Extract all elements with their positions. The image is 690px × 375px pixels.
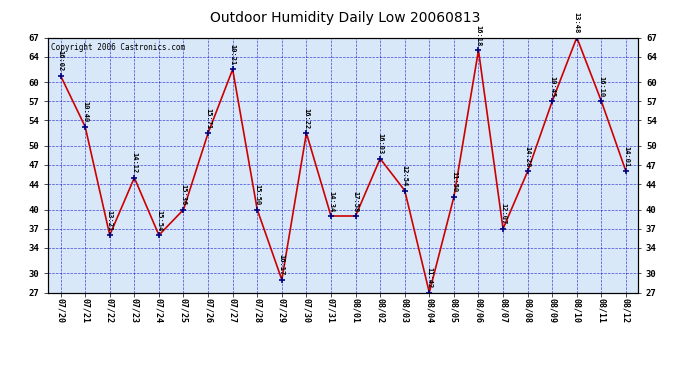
Text: 14:34: 14:34: [328, 190, 334, 212]
Text: 15:50: 15:50: [254, 184, 260, 206]
Text: 13:21: 13:21: [107, 210, 112, 231]
Text: 15:36: 15:36: [181, 184, 186, 206]
Text: 11:50: 11:50: [451, 171, 457, 193]
Text: 16:18: 16:18: [475, 25, 482, 46]
Text: 15:54: 15:54: [156, 210, 162, 231]
Text: 16:22: 16:22: [304, 108, 309, 129]
Text: 13:48: 13:48: [574, 12, 580, 33]
Text: 17:58: 17:58: [353, 190, 359, 212]
Text: 10:45: 10:45: [549, 76, 555, 97]
Text: Copyright 2006 Castronics.com: Copyright 2006 Castronics.com: [51, 43, 186, 52]
Text: 11:42: 11:42: [426, 267, 433, 288]
Text: 16:03: 16:03: [377, 133, 383, 154]
Text: 15:71: 15:71: [205, 108, 211, 129]
Text: 12:07: 12:07: [500, 203, 506, 225]
Text: 14:01: 14:01: [623, 146, 629, 167]
Text: 16:17: 16:17: [279, 254, 285, 276]
Text: 16:10: 16:10: [598, 76, 604, 97]
Text: 10:21: 10:21: [230, 44, 236, 65]
Text: Outdoor Humidity Daily Low 20060813: Outdoor Humidity Daily Low 20060813: [210, 11, 480, 25]
Text: 10:40: 10:40: [82, 101, 88, 123]
Text: 16:02: 16:02: [57, 50, 63, 72]
Text: 12:54: 12:54: [402, 165, 408, 186]
Text: 14:12: 14:12: [131, 152, 137, 174]
Text: 14:28: 14:28: [524, 146, 531, 167]
